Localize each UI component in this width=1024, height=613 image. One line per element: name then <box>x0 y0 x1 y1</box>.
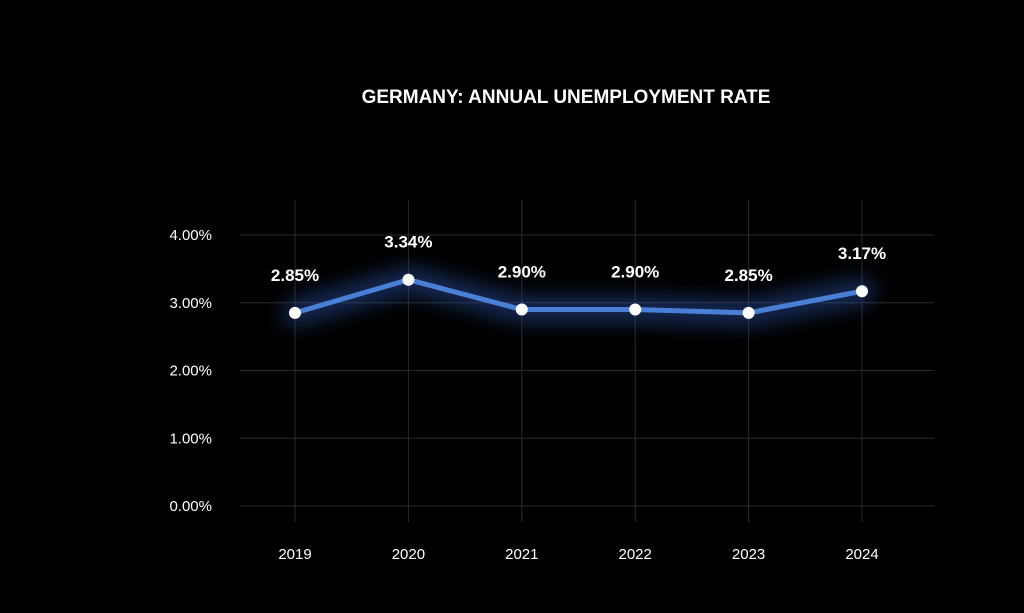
y-tick-label: 2.00% <box>169 363 212 380</box>
x-tick-label: 2024 <box>845 546 878 563</box>
y-tick-label: 3.00% <box>169 295 212 312</box>
data-label: 2.90% <box>498 263 546 282</box>
data-point <box>515 303 528 316</box>
x-tick-label: 2021 <box>505 546 538 563</box>
x-axis-ticks: 2019 2020 2021 2022 2023 2024 <box>278 546 878 563</box>
y-axis-ticks: 0.00% 1.00% 2.00% 3.00% 4.00% <box>169 227 212 515</box>
series-line <box>292 277 865 316</box>
x-tick-label: 2023 <box>732 546 765 563</box>
x-tick-label: 2022 <box>619 546 652 563</box>
data-point <box>856 285 868 298</box>
data-label: 3.17% <box>838 244 886 263</box>
y-tick-label: 0.00% <box>169 498 212 515</box>
data-label: 2.85% <box>271 266 319 285</box>
data-labels: 2.85% 3.34% 2.90% 2.90% 2.85% 3.17% <box>271 233 886 285</box>
data-label: 2.85% <box>724 266 772 285</box>
y-tick-label: 4.00% <box>169 227 212 244</box>
y-tick-label: 1.00% <box>169 430 212 447</box>
data-point <box>629 303 642 316</box>
grid <box>240 200 934 522</box>
x-tick-label: 2020 <box>392 546 425 563</box>
data-point <box>742 306 755 319</box>
chart-title: GERMANY: ANNUAL UNEMPLOYMENT RATE <box>362 87 771 108</box>
data-point <box>289 306 301 319</box>
x-tick-label: 2019 <box>278 546 311 563</box>
data-points <box>289 273 868 319</box>
data-point <box>402 273 415 286</box>
data-label: 3.34% <box>384 233 432 252</box>
data-label: 2.90% <box>611 263 659 282</box>
series-line-layer <box>292 277 865 316</box>
